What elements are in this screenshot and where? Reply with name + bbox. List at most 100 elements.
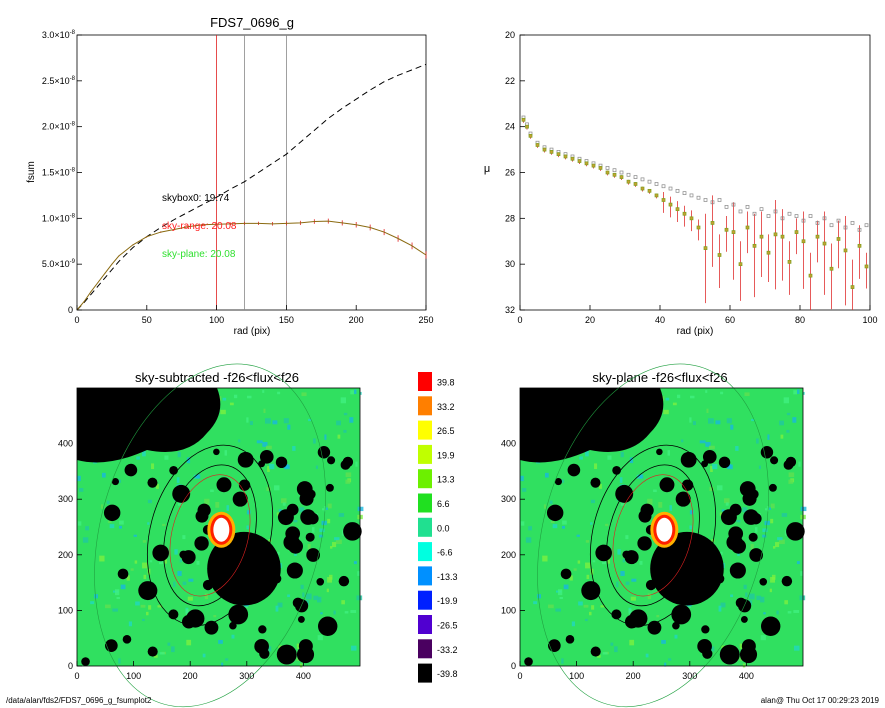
p3-noise bbox=[337, 434, 341, 439]
p4-noise bbox=[737, 552, 740, 556]
p4-noise bbox=[720, 645, 725, 648]
p4-noise bbox=[638, 474, 644, 479]
p3-star-mask bbox=[254, 638, 269, 654]
y-tick-label: 30 bbox=[505, 259, 515, 269]
p4-noise bbox=[647, 593, 652, 600]
p3-star-mask bbox=[271, 573, 282, 584]
p4-noise bbox=[689, 417, 692, 423]
p3-noise bbox=[287, 424, 291, 430]
mu-point bbox=[822, 241, 827, 246]
y-tick-label: 26 bbox=[505, 168, 515, 178]
p3-noise bbox=[215, 501, 220, 508]
colorbar-label: 13.3 bbox=[437, 475, 455, 485]
p3-noise bbox=[275, 605, 279, 612]
p4-noise bbox=[710, 466, 713, 473]
p4-star-mask bbox=[590, 646, 601, 657]
p3-noise bbox=[266, 486, 271, 491]
p3-star-mask bbox=[117, 568, 129, 580]
p3-noise bbox=[133, 534, 137, 537]
p4-star-mask bbox=[701, 625, 710, 634]
colorbar-label: 39.8 bbox=[437, 378, 455, 388]
p4-noise bbox=[768, 507, 771, 510]
p3-noise bbox=[222, 397, 227, 401]
p4-noise bbox=[787, 611, 792, 614]
p4-noise bbox=[614, 646, 618, 653]
mu-point bbox=[619, 175, 624, 179]
p3-noise bbox=[218, 639, 223, 644]
p3-noise bbox=[130, 568, 134, 571]
p4-noise bbox=[629, 639, 635, 646]
y-tick-label: 28 bbox=[505, 213, 515, 223]
colorbar-swatch bbox=[418, 444, 432, 464]
mu-point bbox=[612, 168, 617, 173]
p3-noise bbox=[246, 417, 249, 423]
p4-noise bbox=[585, 618, 588, 622]
p3-noise bbox=[301, 392, 307, 397]
mu-point bbox=[822, 216, 827, 221]
p3-star-mask bbox=[111, 477, 119, 486]
y-tick-label: 1.5×10-8 bbox=[42, 168, 76, 178]
p4-noise bbox=[656, 614, 660, 618]
p4-noise bbox=[665, 397, 670, 401]
p4-star-mask bbox=[524, 657, 533, 666]
p3-noise bbox=[343, 429, 347, 433]
p3-noise bbox=[345, 472, 352, 478]
p3-noise bbox=[277, 551, 280, 555]
p3-noise bbox=[142, 618, 145, 622]
p4-noise bbox=[616, 581, 619, 588]
p4-noise bbox=[724, 498, 730, 504]
p3-noise bbox=[135, 601, 140, 606]
p3-noise bbox=[118, 479, 122, 483]
p3-noise bbox=[345, 479, 351, 484]
p3-noise bbox=[256, 440, 263, 444]
p4-noise bbox=[720, 391, 724, 395]
mu-point bbox=[829, 266, 834, 271]
p4-noise bbox=[676, 394, 681, 399]
p4-noise bbox=[762, 534, 767, 538]
p4-noise bbox=[796, 561, 800, 565]
mu-point bbox=[563, 154, 568, 159]
mu-point bbox=[584, 161, 589, 166]
p4-noise bbox=[721, 509, 725, 512]
p3-star-mask bbox=[317, 446, 331, 459]
mu-point bbox=[780, 234, 785, 239]
p4-star-mask bbox=[729, 562, 746, 579]
p4-noise bbox=[619, 477, 623, 483]
p3-noise bbox=[155, 483, 159, 489]
p4-noise bbox=[563, 584, 569, 590]
p4-noise bbox=[600, 605, 606, 608]
p3-star-mask bbox=[325, 483, 334, 492]
p4-noise bbox=[610, 642, 614, 646]
mu-point bbox=[542, 147, 547, 152]
colorbar-label: 6.6 bbox=[437, 499, 450, 509]
colorbar-label: -26.5 bbox=[437, 621, 458, 631]
mu-plot-ylabel: μ bbox=[484, 163, 490, 175]
p3-noise bbox=[151, 463, 155, 470]
mu-point bbox=[773, 232, 778, 237]
p4-noise bbox=[739, 643, 743, 649]
p3-noise bbox=[338, 513, 345, 517]
y-tick-label: 1.0×10-8 bbox=[42, 213, 76, 223]
p4-noise bbox=[520, 521, 525, 526]
mu-point bbox=[787, 260, 792, 264]
p3-star-mask bbox=[228, 604, 249, 625]
footer-path: /data/alan/fds2/FDS7_0696_g_fsumplot2 bbox=[6, 696, 152, 705]
p3-noise bbox=[317, 596, 322, 603]
p4-noise bbox=[767, 434, 770, 440]
p3-noise bbox=[327, 503, 332, 509]
colorbar-swatch bbox=[418, 615, 432, 634]
p4-noise bbox=[712, 463, 718, 470]
mu-point bbox=[647, 179, 652, 184]
p3-noise bbox=[351, 645, 357, 651]
p3-noise bbox=[143, 574, 147, 580]
mu-point bbox=[570, 156, 575, 161]
p4-noise bbox=[769, 588, 772, 593]
p4-star-mask bbox=[624, 550, 639, 565]
p4-noise bbox=[664, 662, 667, 667]
p4-noise bbox=[756, 438, 759, 444]
x-tick-label: 20 bbox=[585, 315, 595, 325]
p4-star-mask bbox=[662, 562, 681, 580]
p4-noise bbox=[773, 546, 776, 549]
mu-point bbox=[773, 209, 778, 214]
mu-point bbox=[759, 234, 764, 239]
